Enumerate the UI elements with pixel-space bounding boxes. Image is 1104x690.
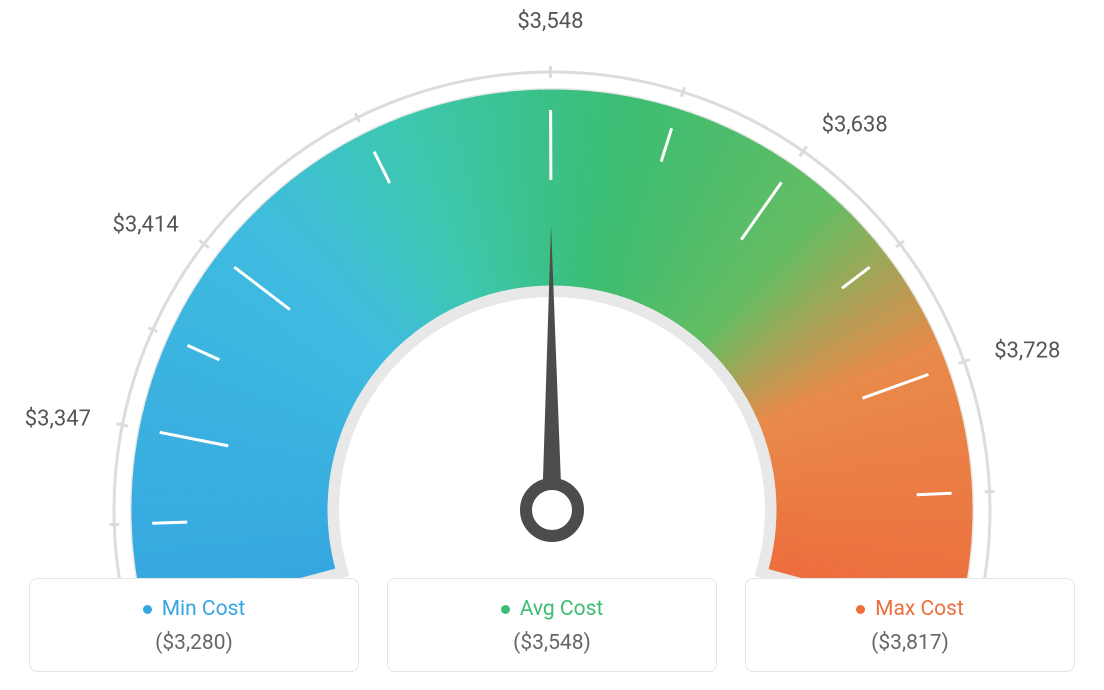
cost-gauge: $3,280$3,347$3,414$3,548$3,638$3,728$3,8… [52, 40, 1052, 580]
legend-card-min: Min Cost ($3,280) [29, 578, 359, 672]
legend-title: Min Cost [162, 597, 246, 621]
legend-dot-icon [501, 605, 510, 614]
tick-label: $3,347 [25, 406, 91, 431]
legend-card-avg: Avg Cost ($3,548) [387, 578, 717, 672]
tick-label: $3,638 [822, 112, 888, 137]
legend-value: ($3,817) [766, 631, 1054, 655]
legend-row: Min Cost ($3,280) Avg Cost ($3,548) Max Cost… [29, 578, 1075, 672]
tick-label: $3,548 [517, 9, 583, 34]
legend-value: ($3,548) [408, 631, 696, 655]
minor-tick [152, 522, 187, 523]
legend-title: Max Cost [875, 597, 964, 621]
legend-value: ($3,280) [50, 631, 338, 655]
legend-header: Min Cost [50, 597, 338, 621]
minor-tick [917, 493, 952, 494]
legend-card-max: Max Cost ($3,817) [745, 578, 1075, 672]
needle-hub [526, 484, 578, 536]
legend-header: Max Cost [766, 597, 1054, 621]
tick-label: $3,414 [112, 212, 178, 237]
legend-dot-icon [143, 605, 152, 614]
legend-header: Avg Cost [408, 597, 696, 621]
legend-title: Avg Cost [520, 597, 604, 621]
legend-dot-icon [856, 605, 865, 614]
gauge-svg [52, 40, 1052, 580]
tick-label: $3,728 [994, 338, 1060, 363]
